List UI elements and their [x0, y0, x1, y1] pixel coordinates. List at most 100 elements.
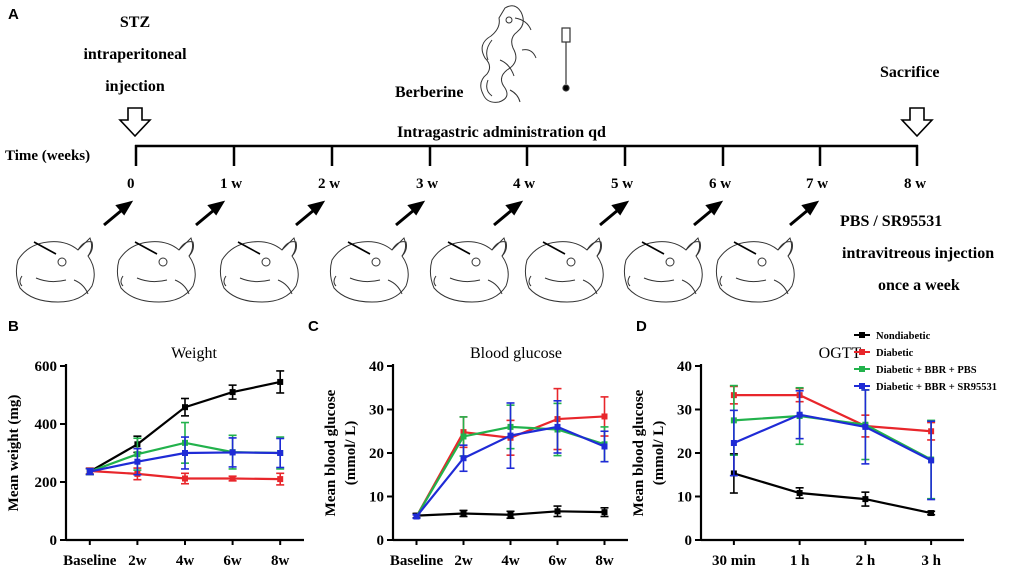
legend-item: Diabetic + BBR + PBS [854, 365, 977, 376]
series-line [733, 414, 932, 461]
gavage-mouse-sketch [480, 5, 537, 103]
y-axis-label: (mmol/ L) [343, 421, 359, 486]
data-point [460, 433, 467, 440]
data-point [601, 413, 608, 420]
data-point [277, 450, 284, 456]
data-point [928, 510, 935, 517]
y-tick-label: 30 [677, 403, 692, 419]
data-point [182, 475, 188, 482]
timeline-ticks [134, 145, 919, 166]
chart-2: Blood glucose 0 10 20 30 40 Baseline 2w 4w 6w 8w Me… [323, 345, 628, 569]
panel-letter-b: B [8, 318, 19, 335]
panel-letter-a: A [8, 6, 19, 23]
x-tick-label: 8w [595, 553, 614, 569]
timeline-tick-label: 0 [127, 176, 135, 192]
data-point [554, 423, 561, 430]
series-diabetic [85, 467, 285, 486]
legend-label: Diabetic [876, 348, 914, 359]
x-tick-label: 4w [176, 553, 195, 569]
y-tick-label: 600 [35, 359, 58, 375]
chart-3: OGTT 0 10 20 30 40 30 min 1 h 2 h 3 h Mean blood g… [631, 345, 964, 569]
mouse-head-sketch [429, 237, 509, 303]
series-line [733, 394, 932, 433]
y-tick-label: 200 [35, 475, 58, 491]
legend-swatch-marker [859, 366, 865, 372]
mouse-head-sketch [329, 237, 409, 303]
legend-item: Nondiabetic [854, 331, 931, 342]
timeline-tick-label: 1 w [220, 176, 243, 192]
data-point [507, 432, 514, 439]
timeline-tick-label: 5 w [611, 176, 634, 192]
y-tick-label: 400 [35, 417, 58, 433]
data-point [134, 458, 141, 465]
data-point [277, 378, 284, 385]
data-point [182, 404, 188, 411]
mouse-head-sketch [15, 237, 95, 303]
timeline-tick-label: 8 w [904, 176, 927, 192]
mouse-head-sketch [219, 237, 299, 303]
data-point [730, 439, 737, 446]
series-diabetic-bbr-sr95531 [412, 399, 609, 520]
timeline-diagram [15, 5, 934, 303]
x-tick-label: Baseline [63, 553, 117, 569]
x-tick-label: 6w [223, 553, 242, 569]
legend-item: Diabetic + BBR + SR95531 [854, 382, 997, 393]
mouse-head-sketch [623, 237, 703, 303]
data-point [229, 389, 236, 396]
y-axis-label: (mmol/ L) [651, 421, 667, 486]
syringe-sketch [561, 27, 571, 92]
chart-1: Weight 0 200 400 600 Baseline 2w 4w 6w 8w Mean wei… [6, 345, 304, 569]
data-point [601, 509, 608, 516]
y-tick-label: 40 [369, 359, 384, 375]
stz-label-line2: intraperitoneal [83, 46, 187, 63]
legend-item: Diabetic [854, 348, 914, 359]
series-line [733, 413, 932, 462]
timeline-tick-label: 4 w [513, 176, 536, 192]
stz-down-arrow [118, 107, 152, 138]
data-point [277, 476, 284, 483]
series-diabetic-bbr-sr95531 [85, 436, 285, 476]
data-point [86, 468, 93, 475]
sacrifice-label: Sacrifice [880, 64, 940, 81]
y-tick-label: 10 [677, 490, 692, 506]
chart-title: Blood glucose [470, 345, 562, 362]
data-point [229, 475, 236, 482]
x-tick-label: 30 min [712, 553, 756, 569]
legend: Nondiabetic Diabetic Diabetic + BBR + PBS D… [854, 331, 997, 393]
legend-label: Diabetic + BBR + PBS [876, 365, 977, 376]
data-point [796, 411, 803, 418]
data-point [182, 450, 188, 456]
injection-arrows [103, 200, 820, 227]
x-tick-label: 1 h [790, 553, 810, 569]
mouse-head-sketch [116, 237, 196, 303]
data-point [601, 443, 608, 450]
injection-label-line3: once a week [878, 277, 960, 294]
intragastric-label: Intragastric administration qd [397, 124, 606, 141]
timeline-tick-label: 3 w [416, 176, 439, 192]
x-tick-label: 2w [128, 553, 147, 569]
y-tick-label: 0 [685, 533, 693, 549]
stz-label-line3: injection [105, 78, 165, 95]
y-tick-label: 40 [677, 359, 692, 375]
data-point [507, 511, 514, 518]
mouse-head-sketch [524, 237, 604, 303]
x-tick-label: 2 h [856, 553, 876, 569]
x-tick-label: 4w [501, 553, 520, 569]
injection-label-line2: intravitreous injection [842, 245, 995, 262]
time-axis-label: Time (weeks) [5, 148, 91, 164]
y-axis-label: Mean weight (mg) [6, 395, 22, 512]
y-tick-label: 0 [377, 533, 385, 549]
stz-label-line1: STZ [119, 14, 151, 31]
data-point [229, 449, 236, 456]
y-axis-label: Mean blood glucose [631, 389, 647, 516]
y-tick-label: 20 [677, 446, 692, 462]
series-nondiabetic [412, 505, 609, 520]
x-tick-label: Baseline [390, 553, 444, 569]
data-point [554, 508, 561, 515]
series-line [733, 472, 932, 515]
y-tick-label: 30 [369, 403, 384, 419]
y-tick-label: 20 [369, 446, 384, 462]
data-point [862, 496, 869, 503]
y-axis-label: Mean blood glucose [323, 389, 339, 516]
